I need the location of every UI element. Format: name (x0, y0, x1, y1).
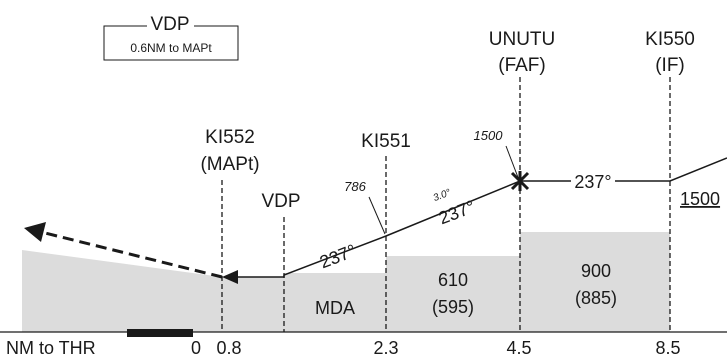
fix-if-role: (IF) (655, 55, 685, 76)
distance-tick-4-5: 4.5 (506, 338, 531, 358)
fix-mapt-name: KI552 (205, 127, 255, 148)
profile-arrowhead (222, 270, 238, 284)
fix-if-name: KI550 (645, 29, 695, 50)
minimum-faf-if-height: (885) (575, 288, 617, 308)
faf-altitude-leader (505, 145, 520, 181)
minimum-ki551-faf-height: (595) (432, 297, 474, 317)
distance-tick-0-8: 0.8 (216, 338, 241, 358)
distance-axis-label: NM to THR (6, 338, 96, 358)
course-label-low: 237° (317, 240, 359, 272)
faf-altitude: 1500 (474, 128, 504, 143)
threshold-bar (127, 329, 193, 337)
faf-marker-icon (510, 171, 530, 191)
vdp-label: VDP (261, 191, 300, 212)
fix-mapt-role: (MAPt) (200, 154, 259, 175)
vdp-legend-box: VDP 0.6NM to MAPt (103, 14, 239, 61)
if-altitude: 1500 (680, 189, 720, 209)
terrain-shading-missed-approach (22, 250, 222, 332)
vdp-legend-title: VDP (150, 14, 189, 35)
missed-approach-arrowhead (24, 222, 46, 242)
mda-label: MDA (315, 298, 355, 318)
glidepath-angle: 3.0° (432, 187, 453, 204)
distance-tick-0: 0 (191, 338, 201, 358)
ki551-altitude: 786 (344, 179, 366, 194)
course-label-if: 237° (574, 172, 611, 192)
terrain-shading-mapt-vdp (222, 277, 284, 332)
terrain-shading-mda-segment (284, 273, 386, 332)
fix-faf-role: (FAF) (498, 55, 546, 76)
terrain-shading-ki551-faf (386, 256, 520, 332)
descent-profile-line (234, 157, 727, 278)
distance-tick-2-3: 2.3 (373, 338, 398, 358)
distance-tick-8-5: 8.5 (655, 338, 680, 358)
minimum-ki551-faf-altitude: 610 (438, 270, 468, 290)
fix-stepdown-name: KI551 (361, 131, 411, 152)
minimum-faf-if-altitude: 900 (581, 261, 611, 281)
missed-approach-line (44, 231, 223, 279)
fix-faf-name: UNUTU (489, 29, 556, 50)
course-label-if-background (571, 172, 615, 190)
vdp-legend-subtitle: 0.6NM to MAPt (130, 41, 212, 55)
ki551-altitude-leader (368, 196, 386, 235)
terrain-shading-faf-if (520, 232, 670, 332)
